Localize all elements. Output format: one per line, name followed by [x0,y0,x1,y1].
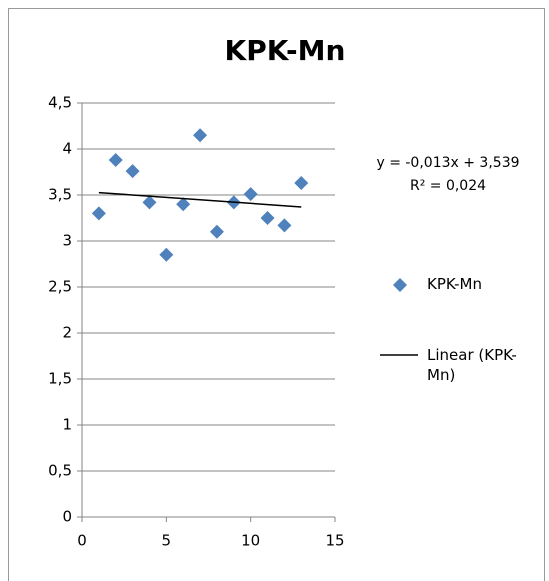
trendline [98,191,302,208]
chart-title: KPK-Mn [225,34,346,67]
y-tick-label: 3 [62,232,72,250]
y-tick-label: 1,5 [48,370,72,388]
point [243,187,258,202]
y-tick-label: 2,5 [48,278,72,296]
equation: y = -0,013x + 3,539 [376,155,519,171]
legend-label: Linear (KPK-Mn) [427,346,517,384]
point [142,195,157,210]
x-tick-label: 5 [162,532,172,550]
x-tick-label: 0 [77,532,87,550]
y-tick-label: 4,5 [48,94,72,112]
chart-frame [8,8,545,581]
x-tick-label: 15 [325,532,344,550]
y-tick-label: 3,5 [48,186,72,204]
point [209,224,224,239]
legend-marker [393,278,407,292]
point [193,128,208,143]
point [176,197,191,212]
y-tick-label: 4 [62,140,72,158]
point [159,247,174,262]
point [91,206,106,221]
point [277,218,292,233]
legend-label: KPK-Mn [427,275,483,293]
point [260,211,275,225]
point [125,164,140,179]
point [108,153,123,168]
r-squared: R² = 0,024 [410,178,486,194]
x-tick-label: 10 [241,532,260,550]
y-tick-label: 0 [62,508,72,526]
point [294,176,309,191]
y-tick-label: 2 [62,324,72,342]
y-tick-label: 1 [62,416,72,434]
y-tick-label: 0,5 [48,462,72,480]
